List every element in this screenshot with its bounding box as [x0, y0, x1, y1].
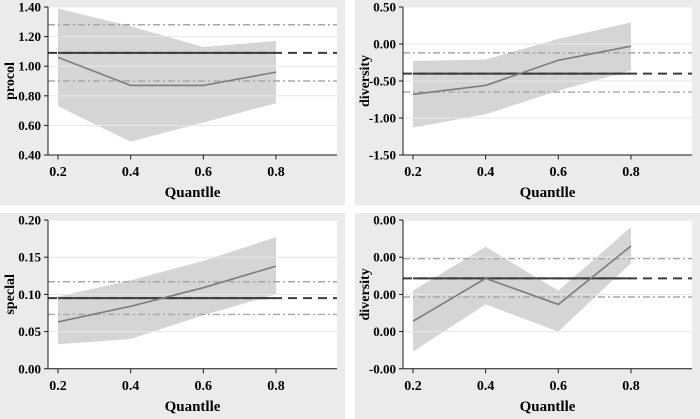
quantile-line [57, 56, 277, 87]
y-tick-label: 1.20 [18, 29, 41, 44]
x-tick-label: 0.6 [550, 378, 567, 394]
panel-top-right: 0.50 0.00 -0.50 -1.00 -1.50 0.2 0.4 0.6 0.8 Quant… [355, 0, 700, 205]
y-tick-label: 0.05 [18, 324, 41, 339]
y-tick-label: 1.40 [18, 0, 41, 15]
confidence-band [57, 8, 276, 142]
y-tick-label: 0.00 [373, 37, 396, 52]
y-tick-label: 0.00 [373, 324, 396, 339]
x-tick-label: 0.2 [404, 165, 422, 180]
y-tick-label: 0.80 [18, 88, 41, 103]
x-axis-title: Quantlle [165, 185, 221, 201]
x-axis-title: Quantlle [165, 399, 221, 415]
panel-top-left-chart: 1.40 1.20 1.00 0.80 0.60 0.40 0.2 0.4 0.6 0.8 Quan… [3, 0, 337, 201]
y-tick-label: 0.40 [18, 148, 41, 163]
quantile-line [412, 245, 632, 322]
y-tick-label: -1.50 [369, 148, 396, 163]
y-tick-label: 0.15 [18, 250, 41, 265]
confidence-band [57, 237, 276, 345]
y-tick-label: 0.20 [18, 213, 41, 228]
x-tick-label: 0.6 [195, 378, 212, 394]
x-tick-label: 0.8 [622, 165, 640, 180]
confidence-band [412, 22, 631, 128]
x-tick-label: 0.2 [49, 165, 67, 180]
y-tick-label: 0.00 [18, 361, 41, 376]
y-tick-label: 0.10 [18, 287, 41, 302]
y-tick-label: -1.00 [369, 111, 396, 126]
panel-top-right-chart: 0.50 0.00 -0.50 -1.00 -1.50 0.2 0.4 0.6 0.8 Quant… [358, 0, 692, 201]
y-tick-label: 0.60 [18, 118, 41, 133]
x-tick-label: 0.8 [267, 378, 284, 394]
x-tick-label: 0.4 [477, 165, 495, 180]
y-tick-label: -0.00 [369, 361, 397, 376]
x-tick-label: 0.4 [122, 378, 139, 394]
y-axis-title: procol [3, 62, 18, 100]
y-tick-label: 0.00 [373, 213, 396, 228]
x-tick-label: 0.6 [550, 165, 568, 180]
x-tick-label: 0.2 [49, 378, 66, 394]
panel-bottom-left: 0.20 0.15 0.10 0.05 0.00 0.2 0.4 0.6 0.8 Quantlle… [0, 213, 345, 419]
y-axis-title: diversity [357, 268, 373, 320]
y-tick-label: 0.00 [373, 250, 396, 265]
x-tick-label: 0.8 [267, 165, 285, 180]
panel-bottom-left-chart: 0.20 0.15 0.10 0.05 0.00 0.2 0.4 0.6 0.8 Quantlle… [2, 213, 337, 415]
y-tick-label: 0.00 [373, 287, 396, 302]
x-tick-label: 0.4 [477, 378, 494, 394]
x-tick-label: 0.8 [622, 378, 639, 394]
x-axis-title: Quantlle [520, 185, 576, 201]
y-axis-title: speclal [2, 274, 18, 315]
x-tick-label: 0.6 [195, 165, 213, 180]
y-tick-label: 0.50 [373, 0, 396, 15]
panel-bottom-right-chart: 0.00 0.00 0.00 0.00 -0.00 0.2 0.4 0.6 0.8 Quantll… [357, 213, 692, 415]
y-axis-title: diversity [358, 55, 373, 107]
panel-bottom-right: 0.00 0.00 0.00 0.00 -0.00 0.2 0.4 0.6 0.8 Quantll… [355, 213, 700, 419]
y-tick-label: 1.00 [18, 59, 41, 74]
x-axis-title: Quantlle [520, 399, 576, 415]
y-tick-label: -0.50 [369, 74, 396, 89]
quantile-line [57, 265, 277, 323]
x-tick-label: 0.4 [122, 165, 140, 180]
x-tick-label: 0.2 [404, 378, 421, 394]
quantile-line [412, 45, 632, 96]
panel-top-left: 1.40 1.20 1.00 0.80 0.60 0.40 0.2 0.4 0.6 0.8 Quan… [0, 0, 345, 205]
